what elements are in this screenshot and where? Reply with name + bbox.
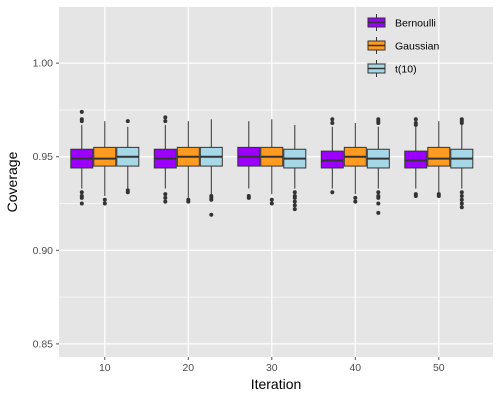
outlier-point [102,201,107,206]
box-Bernoulli-10 [70,109,94,206]
legend-item-Gaussian: Gaussian [366,35,440,56]
outlier-point [246,195,251,200]
legend-label: Gaussian [395,41,440,53]
outlier-point [459,201,464,206]
outlier-point [353,199,358,204]
outlier-point [79,195,84,200]
outlier-point [292,203,297,208]
outlier-point [79,109,84,114]
outlier-point [376,201,381,206]
box-Gaussian-20 [176,121,200,204]
box-Gaussian-50 [427,121,451,199]
outlier-point [125,119,130,124]
box-Gaussian-10 [93,121,117,206]
x-tick-label: 20 [182,362,194,374]
outlier-point [459,121,464,126]
x-tick-label: 40 [349,362,361,374]
outlier-point [459,197,464,202]
outlier-point [209,197,214,202]
outlier-point [376,195,381,200]
outlier-point [330,190,335,195]
legend-item-Bernoulli: Bernoulli [366,12,436,33]
box-t(10)-10 [116,119,140,195]
outlier-point [353,195,358,200]
outlier-point [292,190,297,195]
outlier-point [413,117,418,122]
outlier-point [436,194,441,199]
x-tick-label: 50 [433,362,445,374]
box-t(10)-40 [366,117,390,215]
y-tick-label: 0.85 [33,338,54,350]
outlier-point [269,197,274,202]
box-Bernoulli-40 [320,117,344,195]
outlier-point [292,195,297,200]
outlier-point [79,190,84,195]
outlier-point [413,122,418,127]
outlier-point [163,199,168,204]
y-tick-label: 0.90 [33,245,54,257]
outlier-point [376,121,381,126]
box-Bernoulli-20 [153,115,177,204]
legend-label: Bernoulli [395,18,436,30]
x-tick-label: 10 [99,362,111,374]
box-body [93,146,117,167]
box-t(10)-20 [199,119,223,217]
box-t(10)-30 [283,124,307,212]
x-axis-title: Iteration [251,376,302,392]
outlier-point [102,197,107,202]
box-layer [70,109,474,217]
outlier-point [459,205,464,210]
y-axis-title: Coverage [4,151,20,212]
outlier-point [376,190,381,195]
y-tick-label: 0.95 [33,151,54,163]
outlier-point [125,190,130,195]
axis-layer: 0.85 0.90 0.95 1.00 10 20 30 40 50 [33,58,445,374]
box-Gaussian-40 [343,123,367,204]
outlier-point [330,117,335,122]
outlier-point [459,190,464,195]
legend-item-t(10): t(10) [366,58,417,79]
outlier-point [186,199,191,204]
outlier-point [413,194,418,199]
outlier-point [163,119,168,124]
outlier-point [330,121,335,126]
outlier-point [209,212,214,217]
legend-label: t(10) [395,64,417,76]
outlier-point [163,195,168,200]
box-t(10)-50 [450,117,474,210]
box-body [427,146,451,167]
x-tick-label: 30 [266,362,278,374]
outlier-point [269,201,274,206]
box-Bernoulli-30 [237,121,261,200]
outlier-point [292,199,297,204]
outlier-point [376,210,381,215]
outlier-point [163,192,168,197]
outlier-point [459,194,464,199]
outlier-point [79,201,84,206]
y-tick-label: 1.00 [33,58,54,70]
box-Bernoulli-50 [404,117,428,199]
box-Gaussian-30 [260,119,284,206]
outlier-point [163,115,168,120]
outlier-point [79,119,84,124]
legend: Bernoulli Gaussian t(10) [366,12,440,79]
plot-panel [59,7,493,357]
outlier-point [292,207,297,212]
